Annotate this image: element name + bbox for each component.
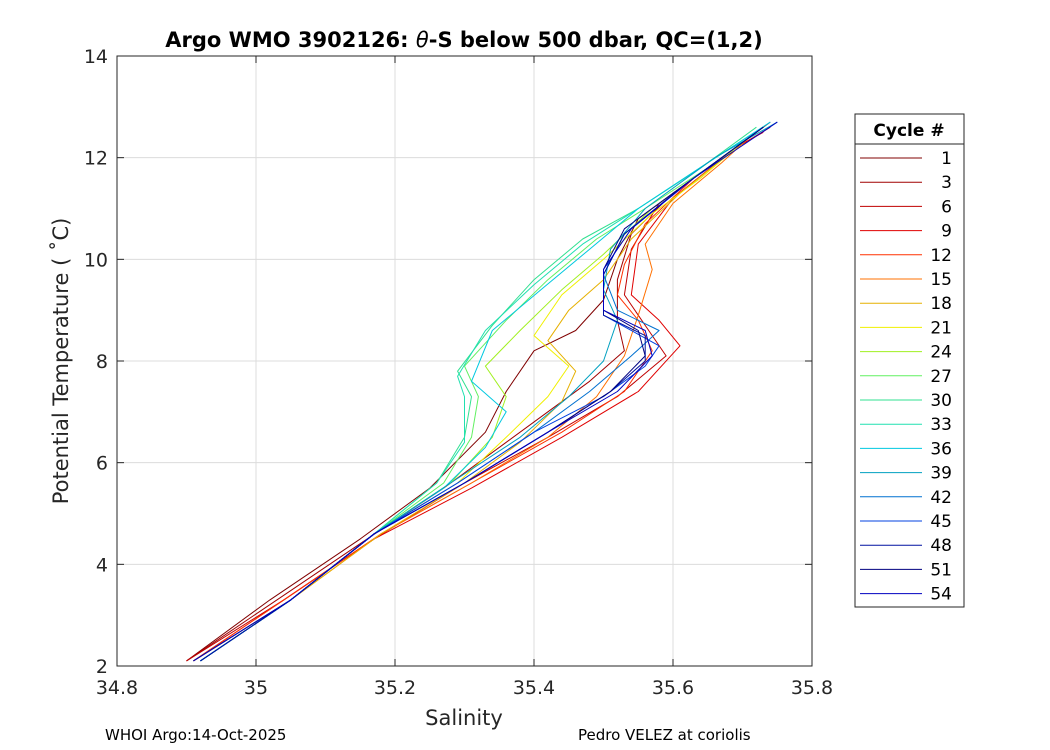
y-tick-label: 2 — [96, 656, 108, 678]
legend-box — [854, 113, 965, 608]
legend-label: 21 — [930, 318, 952, 338]
ticks: 34.8 35 35.2 35.4 35.6 35.8 2 4 6 8 10 12 14 — [84, 46, 833, 699]
x-tick-label: 35.6 — [652, 677, 694, 699]
x-tick-label: 35 — [244, 677, 268, 699]
y-tick-label: 12 — [84, 148, 108, 170]
legend-label: 24 — [930, 343, 952, 363]
y-tick-label: 14 — [84, 46, 108, 68]
legend-label: 36 — [930, 439, 952, 459]
legend-label: 6 — [941, 197, 952, 217]
x-tick-label: 34.8 — [96, 677, 138, 699]
x-tick-label: 35.4 — [513, 677, 555, 699]
legend-label: 15 — [930, 270, 952, 290]
legend-label: 51 — [930, 560, 952, 580]
legend-label: 3 — [941, 173, 952, 193]
x-tick-label: 35.2 — [374, 677, 416, 699]
x-axis-label: Salinity — [425, 706, 503, 730]
series-line — [193, 121, 778, 662]
legend-label: 54 — [930, 585, 952, 605]
x-tick-label: 35.8 — [791, 677, 833, 699]
y-tick-label: 6 — [96, 453, 108, 475]
footer-left: WHOI Argo:14-Oct-2025 — [105, 726, 287, 744]
legend-label: 9 — [941, 222, 952, 242]
legend-label: 33 — [930, 415, 952, 435]
series-layer — [186, 121, 778, 662]
legend-label: 18 — [930, 294, 952, 314]
legend: Cycle # 13691215182124273033363942454851… — [854, 113, 965, 608]
legend-title: Cycle # — [873, 121, 944, 141]
legend-label: 30 — [930, 391, 952, 411]
series-line — [193, 142, 743, 662]
legend-label: 1 — [941, 149, 952, 169]
chart-title: Argo WMO 3902126: θ-S below 500 dbar, QC… — [165, 28, 762, 52]
y-tick-label: 4 — [96, 554, 108, 576]
legend-label: 39 — [930, 464, 952, 484]
legend-label: 48 — [930, 536, 952, 556]
y-tick-label: 8 — [96, 351, 108, 373]
y-tick-label: 10 — [84, 249, 108, 271]
footer-right: Pedro VELEZ at coriolis — [578, 726, 751, 744]
legend-label: 45 — [930, 512, 952, 532]
y-axis-label: Potential Temperature ( ˚C) — [49, 218, 73, 505]
legend-label: 42 — [930, 488, 952, 508]
legend-label: 27 — [930, 367, 952, 387]
legend-label: 12 — [930, 246, 952, 266]
